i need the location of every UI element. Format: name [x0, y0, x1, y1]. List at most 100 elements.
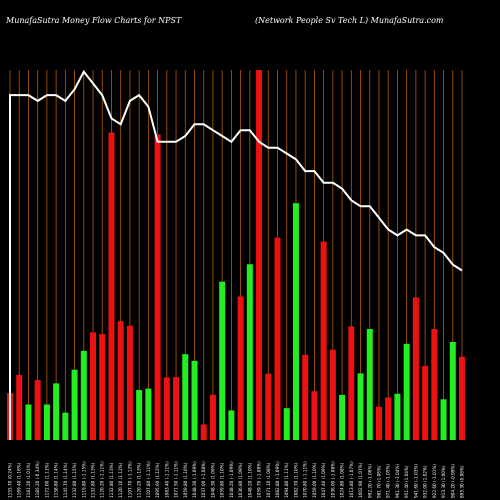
bar	[265, 373, 272, 440]
chart-title-right: (Network People Sv Tech L) MunafaSutra.c…	[255, 16, 444, 25]
bar	[412, 297, 419, 440]
bar	[173, 377, 180, 440]
x-tick-label: 1181.20 (1.01%)	[26, 462, 31, 498]
bar	[339, 394, 346, 440]
x-tick-label: 1120.20 (-1.11%)	[100, 461, 105, 498]
x-tick-label: 913.30 (1.00%)	[441, 465, 446, 498]
bar	[71, 369, 78, 440]
bar	[246, 264, 253, 440]
x-tick-label: 1071.10 (1.08%)	[266, 462, 271, 498]
x-tick-label: 981.70 (1.06%)	[376, 465, 381, 498]
x-tick-label: 1048.30 (-1.09%)	[192, 461, 197, 498]
bar	[99, 334, 106, 440]
x-tick-label: 941.60 (-1.03%)	[413, 464, 418, 498]
bar	[90, 332, 97, 440]
x-tick-label: 1119.80 (-1.15%)	[81, 461, 86, 498]
bar	[394, 393, 401, 440]
bar	[80, 350, 87, 440]
bar	[108, 132, 115, 440]
bar	[209, 394, 216, 440]
bar	[200, 424, 207, 440]
x-tick-label: 895.30 (0.98%)	[460, 465, 465, 498]
bar	[53, 383, 60, 440]
x-tick-label: 932.00 (1.02%)	[423, 465, 428, 498]
bar	[34, 380, 41, 440]
bar-series	[7, 70, 465, 440]
price-line-series	[9, 69, 463, 440]
bar	[348, 326, 355, 440]
bar	[302, 354, 309, 440]
x-tick-label: 1036.00 (-1.08%)	[330, 461, 335, 498]
bar	[385, 397, 392, 440]
bar	[366, 329, 373, 440]
bar	[182, 354, 189, 440]
x-tick-label: 1047.40 (1.09%)	[321, 462, 326, 498]
bar	[329, 349, 336, 440]
x-tick-label: 1082.70 (1.10%)	[293, 462, 298, 498]
x-tick-label: 922.60 (-1.01%)	[432, 464, 437, 498]
x-tick-label: 1070.80 (-1.11%)	[303, 461, 308, 498]
x-tick-label: 1172.00 (1.11%)	[44, 462, 49, 498]
x-tick-label: 904.20 (-0.99%)	[450, 464, 455, 498]
x-tick-label: 1037.00 (-1.08%)	[201, 461, 206, 498]
bar	[357, 373, 364, 440]
bar	[219, 281, 226, 440]
x-tick-label: 1048.20 (-1.09%)	[229, 461, 234, 498]
bar	[256, 70, 263, 440]
bar	[62, 412, 69, 440]
bar	[440, 399, 447, 440]
x-tick-label: 1036.80 (1.09%)	[238, 462, 243, 498]
x-tick-label: 1013.80 (-1.07%)	[349, 461, 354, 498]
x-tick-label: 1082.80 (-1.09%)	[275, 461, 280, 498]
bar	[43, 404, 50, 440]
bar	[117, 321, 124, 440]
bar	[431, 329, 438, 440]
bar	[449, 341, 456, 440]
x-tick-label: 1048.20 (1.10%)	[247, 462, 252, 498]
bar	[311, 391, 318, 440]
bar	[375, 406, 382, 440]
bar	[422, 366, 429, 440]
bar	[145, 388, 152, 440]
bar	[154, 134, 161, 440]
price-line	[9, 69, 463, 440]
x-tick-label: 1145.70 (1.14%)	[63, 462, 68, 498]
x-tick-label: 1132.80 (1.15%)	[72, 462, 77, 498]
bar	[459, 356, 465, 440]
bar	[292, 203, 299, 440]
bar	[16, 374, 23, 440]
x-tick-label: 1120.10 (1.12%)	[118, 462, 123, 498]
x-tick-label: 1059.80 (1.10%)	[220, 462, 225, 498]
bar	[191, 360, 198, 440]
x-tick-label: 1059.80 (1.10%)	[183, 462, 188, 498]
x-tick-label: 1120.20 (1.13%)	[137, 462, 142, 498]
bar	[126, 325, 133, 440]
x-tick-label: 1185.20 (-0.34%)	[35, 461, 40, 498]
x-tick-label: 1155.70 (0.24%)	[8, 462, 13, 498]
x-tick-label: 1024.80 (1.08%)	[340, 462, 345, 498]
x-tick-label: 1094.80 (1.11%)	[284, 462, 289, 498]
x-tick-label: 1095.60 (1.12%)	[155, 462, 160, 498]
x-tick-label: 1132.80 (1.13%)	[91, 462, 96, 498]
x-tick-label: 1158.80 (1.14%)	[54, 462, 59, 498]
bar	[136, 390, 143, 440]
x-tick-label: 1132.80 (1.13%)	[109, 462, 114, 498]
bar	[228, 410, 235, 440]
bar	[163, 377, 170, 440]
x-tick-label: 1083.40 (-1.11%)	[164, 461, 169, 498]
x-tick-label: 1107.80 (-1.11%)	[146, 461, 151, 498]
bar	[403, 343, 410, 440]
x-tick-label: 961.30 (-1.04%)	[395, 464, 400, 498]
bar	[283, 408, 290, 440]
x-tick-label: 1002.90 (1.07%)	[358, 462, 363, 498]
bar	[25, 404, 32, 440]
x-tick-label: 1071.50 (-1.11%)	[174, 461, 179, 498]
x-tick-label: 1048.30 (1.09%)	[210, 462, 215, 498]
bar	[320, 241, 327, 440]
x-tick-label: 1059.00 (1.10%)	[312, 462, 317, 498]
bar	[237, 296, 244, 440]
chart-title-left: MunafaSutra Money Flow Charts for NPST	[5, 16, 182, 25]
x-tick-label: 1107.70 (-1.12%)	[127, 461, 132, 498]
bar	[274, 237, 281, 440]
